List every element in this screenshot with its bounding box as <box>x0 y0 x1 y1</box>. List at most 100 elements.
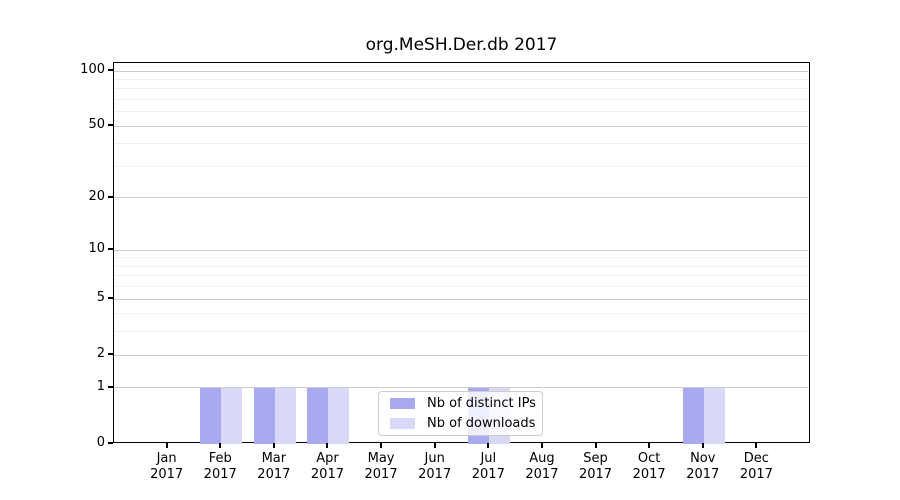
x-tick-label-Jan: Jan 2017 <box>135 451 199 483</box>
x-tick-label-month: Feb <box>208 451 232 466</box>
gridline-major-10 <box>114 249 808 251</box>
bar-nb-of-downloads-Nov <box>703 387 725 444</box>
x-tick-label-Jun: Jun 2017 <box>403 451 467 483</box>
gridline-major-2 <box>114 354 808 356</box>
plot-area: Nb of distinct IPs Nb of downloads <box>113 62 810 444</box>
bar-nb-of-distinct-ips-Apr <box>307 387 329 444</box>
y-tick-mark-5 <box>108 297 113 300</box>
x-tick-label-year: 2017 <box>364 467 398 482</box>
x-tick-label-year: 2017 <box>578 467 613 482</box>
x-tick-label-Sep: Sep 2017 <box>564 451 628 483</box>
y-tick-label-10: 10 <box>88 241 105 257</box>
x-tick-label-month: Apr <box>316 451 339 466</box>
x-tick-mark-Dec <box>755 443 758 448</box>
x-tick-label-month: Jan <box>156 451 177 466</box>
gridline-minor-6 <box>114 286 808 288</box>
x-tick-label-month: Dec <box>743 451 769 466</box>
bar-nb-of-distinct-ips-Mar <box>253 387 275 444</box>
legend-swatch-icon <box>390 398 415 409</box>
x-tick-label-Mar: Mar 2017 <box>242 451 306 483</box>
x-tick-label-Jul: Jul 2017 <box>456 451 520 483</box>
x-tick-mark-Feb <box>219 443 222 448</box>
gridline-major-50 <box>114 125 808 127</box>
x-tick-label-Oct: Oct 2017 <box>617 451 681 483</box>
x-tick-mark-Apr <box>326 443 329 448</box>
x-tick-mark-Jan <box>165 443 168 448</box>
x-tick-mark-Mar <box>272 443 275 448</box>
x-tick-mark-Jul <box>487 443 490 448</box>
x-tick-label-month: Aug <box>529 451 555 466</box>
x-tick-label-year: 2017 <box>418 467 452 482</box>
x-tick-label-Dec: Dec 2017 <box>724 451 788 483</box>
legend-label: Nb of downloads <box>427 416 536 431</box>
gridline-minor-3 <box>114 331 808 333</box>
x-tick-label-month: Jun <box>424 451 445 466</box>
y-tick-label-20: 20 <box>88 188 105 204</box>
y-tick-mark-0 <box>108 442 113 444</box>
gridline-major-20 <box>114 197 808 199</box>
bar-nb-of-downloads-Mar <box>274 387 296 444</box>
bar-nb-of-downloads-Feb <box>221 387 243 444</box>
x-tick-label-Nov: Nov 2017 <box>671 451 735 483</box>
gridlines-layer <box>114 63 808 441</box>
x-tick-label-year: 2017 <box>257 467 291 482</box>
y-tick-mark-50 <box>108 124 113 127</box>
x-tick-label-month: May <box>367 451 395 466</box>
x-tick-mark-Nov <box>701 443 704 448</box>
x-tick-label-year: 2017 <box>203 467 237 482</box>
gridline-minor-80 <box>114 88 808 90</box>
y-tick-label-100: 100 <box>80 62 105 77</box>
x-tick-label-month: Sep <box>583 451 608 466</box>
x-tick-mark-Sep <box>594 443 597 448</box>
y-tick-mark-20 <box>108 195 113 198</box>
gridline-minor-4 <box>114 313 808 315</box>
y-tick-mark-2 <box>108 353 113 356</box>
legend-row: Nb of distinct IPs <box>387 396 536 411</box>
y-tick-label-50: 50 <box>88 117 105 133</box>
x-tick-mark-Aug <box>540 443 543 448</box>
y-tick-label-2: 2 <box>96 346 105 362</box>
x-tick-label-year: 2017 <box>739 467 773 482</box>
y-tick-label-0: 0 <box>96 435 105 450</box>
gridline-minor-9 <box>114 257 808 259</box>
x-tick-mark-May <box>380 443 383 448</box>
x-tick-label-year: 2017 <box>150 467 184 482</box>
bar-nb-of-distinct-ips-Nov <box>682 387 704 444</box>
y-tick-mark-10 <box>108 248 113 251</box>
x-tick-label-year: 2017 <box>686 467 720 482</box>
legend-row: Nb of downloads <box>387 416 536 431</box>
legend-label: Nb of distinct IPs <box>427 396 536 411</box>
legend-swatch-icon <box>390 418 415 429</box>
chart-title: org.MeSH.Der.db 2017 <box>365 35 558 55</box>
x-tick-label-Apr: Apr 2017 <box>295 451 359 483</box>
x-tick-label-year: 2017 <box>632 467 666 482</box>
gridline-minor-70 <box>114 98 808 100</box>
x-tick-mark-Jun <box>433 443 436 448</box>
x-tick-label-Feb: Feb 2017 <box>188 451 252 483</box>
x-tick-label-month: Oct <box>637 451 661 466</box>
gridline-minor-40 <box>114 143 808 145</box>
y-tick-label-1: 1 <box>96 378 105 394</box>
gridline-minor-8 <box>114 265 808 267</box>
gridline-major-100 <box>114 70 808 72</box>
y-tick-mark-1 <box>108 385 113 388</box>
gridline-major-1 <box>114 387 808 389</box>
x-tick-label-Aug: Aug 2017 <box>510 451 574 483</box>
bar-nb-of-distinct-ips-Feb <box>200 387 222 444</box>
x-tick-label-month: Nov <box>690 451 716 466</box>
gridline-major-5 <box>114 298 808 300</box>
x-tick-mark-Oct <box>648 443 651 448</box>
y-tick-mark-100 <box>108 69 113 71</box>
y-tick-label-5: 5 <box>96 290 105 306</box>
x-tick-label-month: Jul <box>480 451 497 466</box>
bars-layer <box>114 63 808 444</box>
x-tick-label-year: 2017 <box>525 467 559 482</box>
x-tick-label-year: 2017 <box>310 467 344 482</box>
legend: Nb of distinct IPs Nb of downloads <box>378 391 543 436</box>
x-tick-label-month: Mar <box>261 451 287 466</box>
x-tick-label-year: 2017 <box>471 467 505 482</box>
x-tick-label-May: May 2017 <box>349 451 413 483</box>
gridline-minor-7 <box>114 275 808 277</box>
gridline-minor-90 <box>114 78 808 80</box>
